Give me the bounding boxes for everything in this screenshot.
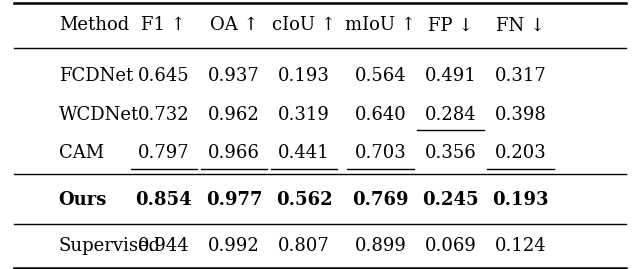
Text: cIoU ↑: cIoU ↑ — [272, 16, 336, 34]
Text: WCDNet: WCDNet — [59, 105, 139, 123]
Text: 0.966: 0.966 — [208, 144, 260, 162]
Text: Supervised: Supervised — [59, 237, 161, 255]
Text: FN ↓: FN ↓ — [496, 16, 545, 34]
Text: 0.124: 0.124 — [495, 237, 547, 255]
Text: 0.807: 0.807 — [278, 237, 330, 255]
Text: 0.944: 0.944 — [138, 237, 189, 255]
Text: 0.319: 0.319 — [278, 105, 330, 123]
Text: 0.284: 0.284 — [425, 105, 476, 123]
Text: 0.356: 0.356 — [425, 144, 477, 162]
Text: FP ↓: FP ↓ — [428, 16, 474, 34]
Text: FCDNet: FCDNet — [59, 67, 133, 85]
Text: 0.732: 0.732 — [138, 105, 189, 123]
Text: 0.193: 0.193 — [278, 67, 330, 85]
Text: 0.769: 0.769 — [352, 191, 409, 209]
Text: mIoU ↑: mIoU ↑ — [345, 16, 416, 34]
Text: 0.937: 0.937 — [208, 67, 260, 85]
Text: Method: Method — [59, 16, 129, 34]
Text: 0.193: 0.193 — [492, 191, 549, 209]
Text: 0.491: 0.491 — [425, 67, 477, 85]
Text: CAM: CAM — [59, 144, 104, 162]
Text: 0.962: 0.962 — [208, 105, 260, 123]
Text: 0.203: 0.203 — [495, 144, 547, 162]
Text: OA ↑: OA ↑ — [210, 16, 259, 34]
Text: 0.992: 0.992 — [208, 237, 260, 255]
Text: 0.797: 0.797 — [138, 144, 189, 162]
Text: 0.398: 0.398 — [495, 105, 547, 123]
Text: Ours: Ours — [59, 191, 107, 209]
Text: 0.645: 0.645 — [138, 67, 189, 85]
Text: 0.703: 0.703 — [355, 144, 406, 162]
Text: 0.441: 0.441 — [278, 144, 330, 162]
Text: 0.317: 0.317 — [495, 67, 547, 85]
Text: F1 ↑: F1 ↑ — [141, 16, 186, 34]
Text: 0.562: 0.562 — [276, 191, 332, 209]
Text: 0.977: 0.977 — [205, 191, 262, 209]
Text: 0.069: 0.069 — [425, 237, 477, 255]
Text: 0.245: 0.245 — [422, 191, 479, 209]
Text: 0.640: 0.640 — [355, 105, 406, 123]
Text: 0.564: 0.564 — [355, 67, 406, 85]
Text: 0.899: 0.899 — [355, 237, 406, 255]
Text: 0.854: 0.854 — [136, 191, 192, 209]
